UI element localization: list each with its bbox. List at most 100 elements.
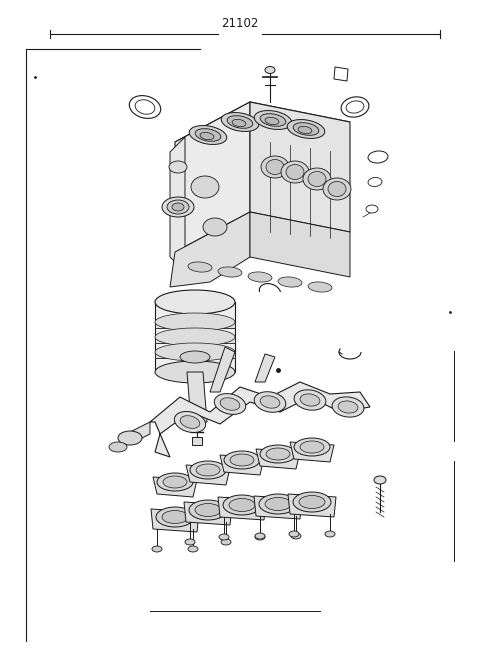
Ellipse shape xyxy=(368,177,382,187)
Ellipse shape xyxy=(286,164,304,179)
Polygon shape xyxy=(288,494,336,517)
Polygon shape xyxy=(220,455,264,475)
Polygon shape xyxy=(155,337,235,343)
Polygon shape xyxy=(192,437,202,445)
Ellipse shape xyxy=(174,411,205,432)
Ellipse shape xyxy=(214,394,246,415)
Ellipse shape xyxy=(299,495,325,509)
Ellipse shape xyxy=(218,267,242,277)
Polygon shape xyxy=(186,465,230,485)
Ellipse shape xyxy=(188,262,212,272)
Ellipse shape xyxy=(152,546,162,552)
Ellipse shape xyxy=(162,510,188,524)
Ellipse shape xyxy=(196,464,220,476)
Polygon shape xyxy=(175,102,250,252)
Ellipse shape xyxy=(180,416,200,428)
Ellipse shape xyxy=(221,112,259,131)
Ellipse shape xyxy=(265,497,291,510)
Ellipse shape xyxy=(232,120,246,127)
Ellipse shape xyxy=(155,328,235,346)
Ellipse shape xyxy=(265,66,275,74)
Ellipse shape xyxy=(169,161,187,173)
Ellipse shape xyxy=(167,200,189,214)
Polygon shape xyxy=(175,102,350,162)
Ellipse shape xyxy=(260,396,280,408)
Ellipse shape xyxy=(366,205,378,213)
Ellipse shape xyxy=(254,110,292,129)
Polygon shape xyxy=(290,442,334,462)
Ellipse shape xyxy=(155,343,235,361)
Ellipse shape xyxy=(155,313,235,331)
Ellipse shape xyxy=(308,171,326,187)
Ellipse shape xyxy=(163,476,187,488)
Ellipse shape xyxy=(260,114,286,126)
Ellipse shape xyxy=(298,126,312,133)
Ellipse shape xyxy=(195,129,221,141)
Ellipse shape xyxy=(323,178,351,200)
Ellipse shape xyxy=(157,473,193,491)
Ellipse shape xyxy=(254,392,286,413)
Ellipse shape xyxy=(266,448,290,460)
Polygon shape xyxy=(151,509,199,532)
Ellipse shape xyxy=(255,534,265,540)
Ellipse shape xyxy=(289,531,299,537)
Ellipse shape xyxy=(259,494,297,514)
Ellipse shape xyxy=(294,390,326,410)
Ellipse shape xyxy=(185,539,195,545)
Polygon shape xyxy=(184,502,232,525)
Ellipse shape xyxy=(287,120,325,139)
Ellipse shape xyxy=(346,101,364,113)
Polygon shape xyxy=(170,212,250,287)
Ellipse shape xyxy=(248,272,272,282)
Ellipse shape xyxy=(303,168,331,190)
Polygon shape xyxy=(255,354,275,382)
Ellipse shape xyxy=(293,123,319,135)
Ellipse shape xyxy=(374,476,386,484)
Polygon shape xyxy=(187,372,207,422)
Ellipse shape xyxy=(266,160,284,175)
Ellipse shape xyxy=(368,151,388,163)
Polygon shape xyxy=(250,212,350,277)
Ellipse shape xyxy=(180,351,210,363)
Ellipse shape xyxy=(261,156,289,178)
Ellipse shape xyxy=(188,546,198,552)
Ellipse shape xyxy=(109,442,127,452)
Ellipse shape xyxy=(203,218,227,236)
Ellipse shape xyxy=(229,499,255,512)
Ellipse shape xyxy=(195,503,221,516)
Ellipse shape xyxy=(291,533,301,539)
Ellipse shape xyxy=(300,394,320,406)
Ellipse shape xyxy=(300,441,324,453)
Polygon shape xyxy=(170,137,185,272)
Ellipse shape xyxy=(189,125,227,145)
Polygon shape xyxy=(210,347,235,392)
Polygon shape xyxy=(150,382,370,457)
Ellipse shape xyxy=(227,116,253,128)
Polygon shape xyxy=(155,302,235,372)
Polygon shape xyxy=(250,102,350,232)
Ellipse shape xyxy=(156,507,194,527)
Ellipse shape xyxy=(224,451,260,469)
Polygon shape xyxy=(130,422,150,444)
Text: 21102: 21102 xyxy=(221,16,259,30)
Polygon shape xyxy=(254,496,302,519)
Ellipse shape xyxy=(200,132,214,140)
Ellipse shape xyxy=(135,100,155,114)
Ellipse shape xyxy=(223,495,261,515)
Ellipse shape xyxy=(341,97,369,117)
Ellipse shape xyxy=(189,500,227,520)
Polygon shape xyxy=(256,449,300,469)
Ellipse shape xyxy=(191,176,219,198)
Ellipse shape xyxy=(338,401,358,413)
Polygon shape xyxy=(218,497,266,520)
Ellipse shape xyxy=(220,397,240,410)
Ellipse shape xyxy=(129,96,161,118)
Ellipse shape xyxy=(255,533,265,539)
Ellipse shape xyxy=(155,361,235,383)
Ellipse shape xyxy=(219,534,229,540)
Ellipse shape xyxy=(308,282,332,292)
Ellipse shape xyxy=(155,290,235,314)
Polygon shape xyxy=(334,67,348,81)
Ellipse shape xyxy=(281,161,309,183)
Ellipse shape xyxy=(294,438,330,456)
